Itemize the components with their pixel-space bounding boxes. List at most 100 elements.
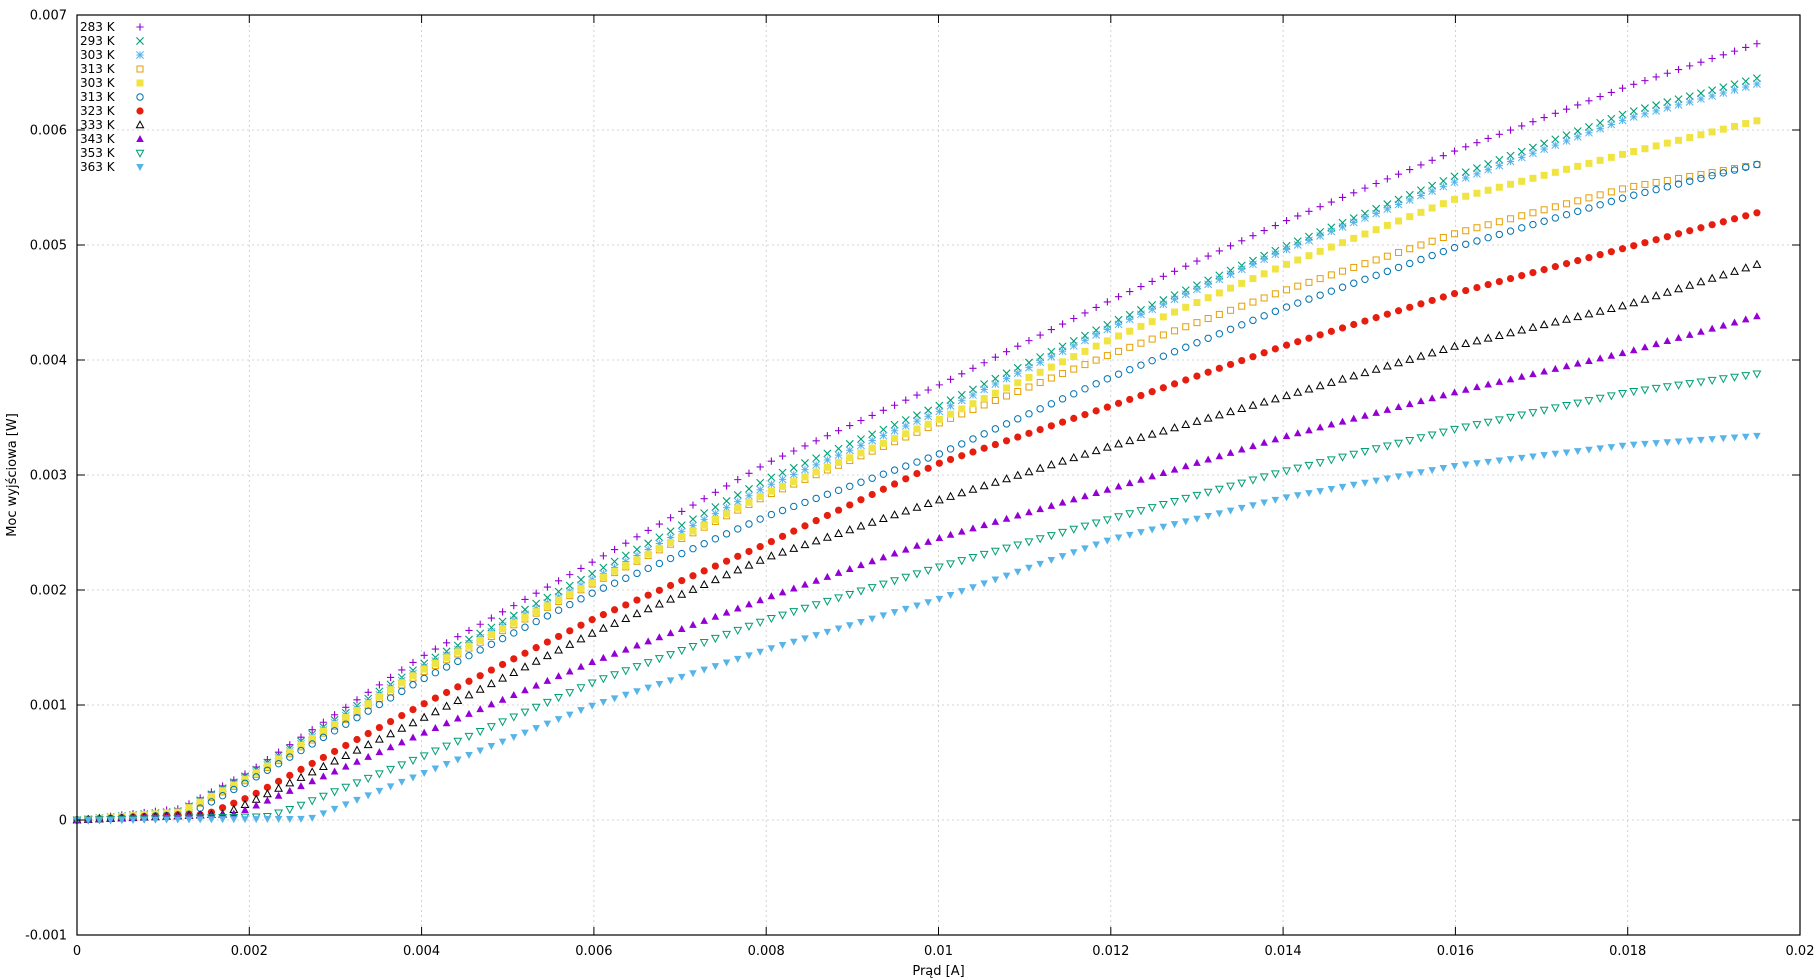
data-point (1025, 383, 1033, 391)
data-point (342, 703, 350, 711)
data-point (1451, 230, 1459, 238)
data-point (991, 380, 1000, 389)
data-point (1484, 233, 1492, 242)
data-point (1619, 185, 1627, 193)
data-point (1081, 545, 1089, 553)
data-point (453, 695, 463, 704)
data-point (543, 676, 552, 684)
legend-label: 333 K (80, 118, 116, 132)
data-point (1461, 168, 1470, 177)
data-point (1069, 525, 1079, 534)
data-point (598, 623, 608, 632)
data-point (1417, 397, 1425, 405)
data-point (1405, 400, 1414, 408)
data-point (1137, 322, 1145, 330)
data-point (1025, 410, 1033, 418)
data-point (835, 458, 843, 466)
data-point (1741, 315, 1750, 323)
data-point (1327, 271, 1335, 279)
legend-marker (136, 135, 144, 142)
data-point (1360, 367, 1370, 377)
data-point (442, 742, 452, 751)
data-point (521, 595, 529, 604)
data-point (857, 441, 865, 450)
data-point (969, 405, 977, 413)
data-point (443, 654, 451, 662)
data-point (1137, 282, 1145, 291)
data-point (1484, 280, 1492, 289)
data-point (1450, 172, 1459, 181)
data-point (476, 636, 484, 644)
data-point (1742, 212, 1750, 220)
data-point (722, 570, 732, 579)
data-point (442, 663, 451, 671)
data-point (1371, 445, 1381, 454)
data-point (1159, 469, 1168, 477)
data-point (1025, 564, 1033, 572)
data-point (1047, 501, 1056, 509)
data-point (1193, 372, 1201, 380)
data-point (755, 618, 765, 627)
data-point (1158, 426, 1168, 435)
data-point (1361, 260, 1369, 268)
data-point (364, 792, 372, 800)
data-point (510, 655, 518, 663)
data-point (789, 463, 798, 472)
data-point (84, 816, 92, 824)
data-point (1730, 373, 1739, 382)
data-point (1170, 423, 1179, 432)
data-point (1102, 516, 1112, 525)
data-point (1025, 337, 1033, 345)
data-point (1551, 203, 1559, 211)
data-point (1550, 404, 1560, 413)
data-point (1137, 339, 1145, 347)
data-point (386, 743, 395, 751)
data-point (331, 721, 339, 729)
data-point (1563, 200, 1571, 208)
data-point (286, 748, 294, 756)
data-point (342, 741, 350, 750)
data-point (1506, 456, 1515, 464)
data-point (1002, 420, 1011, 428)
data-point (442, 719, 451, 727)
data-point (599, 563, 608, 572)
data-point (689, 527, 697, 535)
data-point (991, 389, 999, 397)
data-point (1338, 374, 1347, 383)
data-point (1350, 320, 1358, 329)
data-point (868, 490, 876, 499)
data-point (621, 667, 631, 676)
data-point (722, 482, 731, 490)
data-point (1204, 280, 1213, 289)
data-point (946, 491, 956, 500)
data-point (341, 750, 351, 760)
data-point (1674, 180, 1683, 188)
data-point (342, 720, 350, 728)
data-point (1170, 497, 1179, 507)
data-point (1204, 294, 1212, 302)
data-point (1562, 137, 1571, 145)
data-point (1640, 294, 1650, 303)
data-point (779, 482, 787, 490)
data-point (1204, 334, 1212, 342)
data-point (1394, 439, 1403, 448)
data-point (1506, 151, 1515, 160)
data-point (532, 725, 540, 733)
data-point (980, 401, 988, 409)
data-point (1226, 325, 1235, 333)
data-point (722, 557, 731, 565)
data-point (1685, 380, 1695, 389)
data-point (173, 816, 182, 824)
data-point (588, 658, 596, 666)
data-point (588, 569, 597, 578)
data-point (790, 447, 798, 455)
data-point (811, 601, 821, 610)
data-point (1305, 278, 1313, 286)
data-point (1338, 483, 1347, 491)
data-point (1126, 343, 1134, 351)
data-point (1574, 101, 1582, 109)
data-point (1372, 256, 1380, 264)
data-point (1046, 460, 1056, 469)
data-point (610, 606, 619, 614)
axis-ticks: 0 0.002 0.004 0.006 0.008 0.01 0.012 0.014 0.016… (25, 9, 1814, 960)
